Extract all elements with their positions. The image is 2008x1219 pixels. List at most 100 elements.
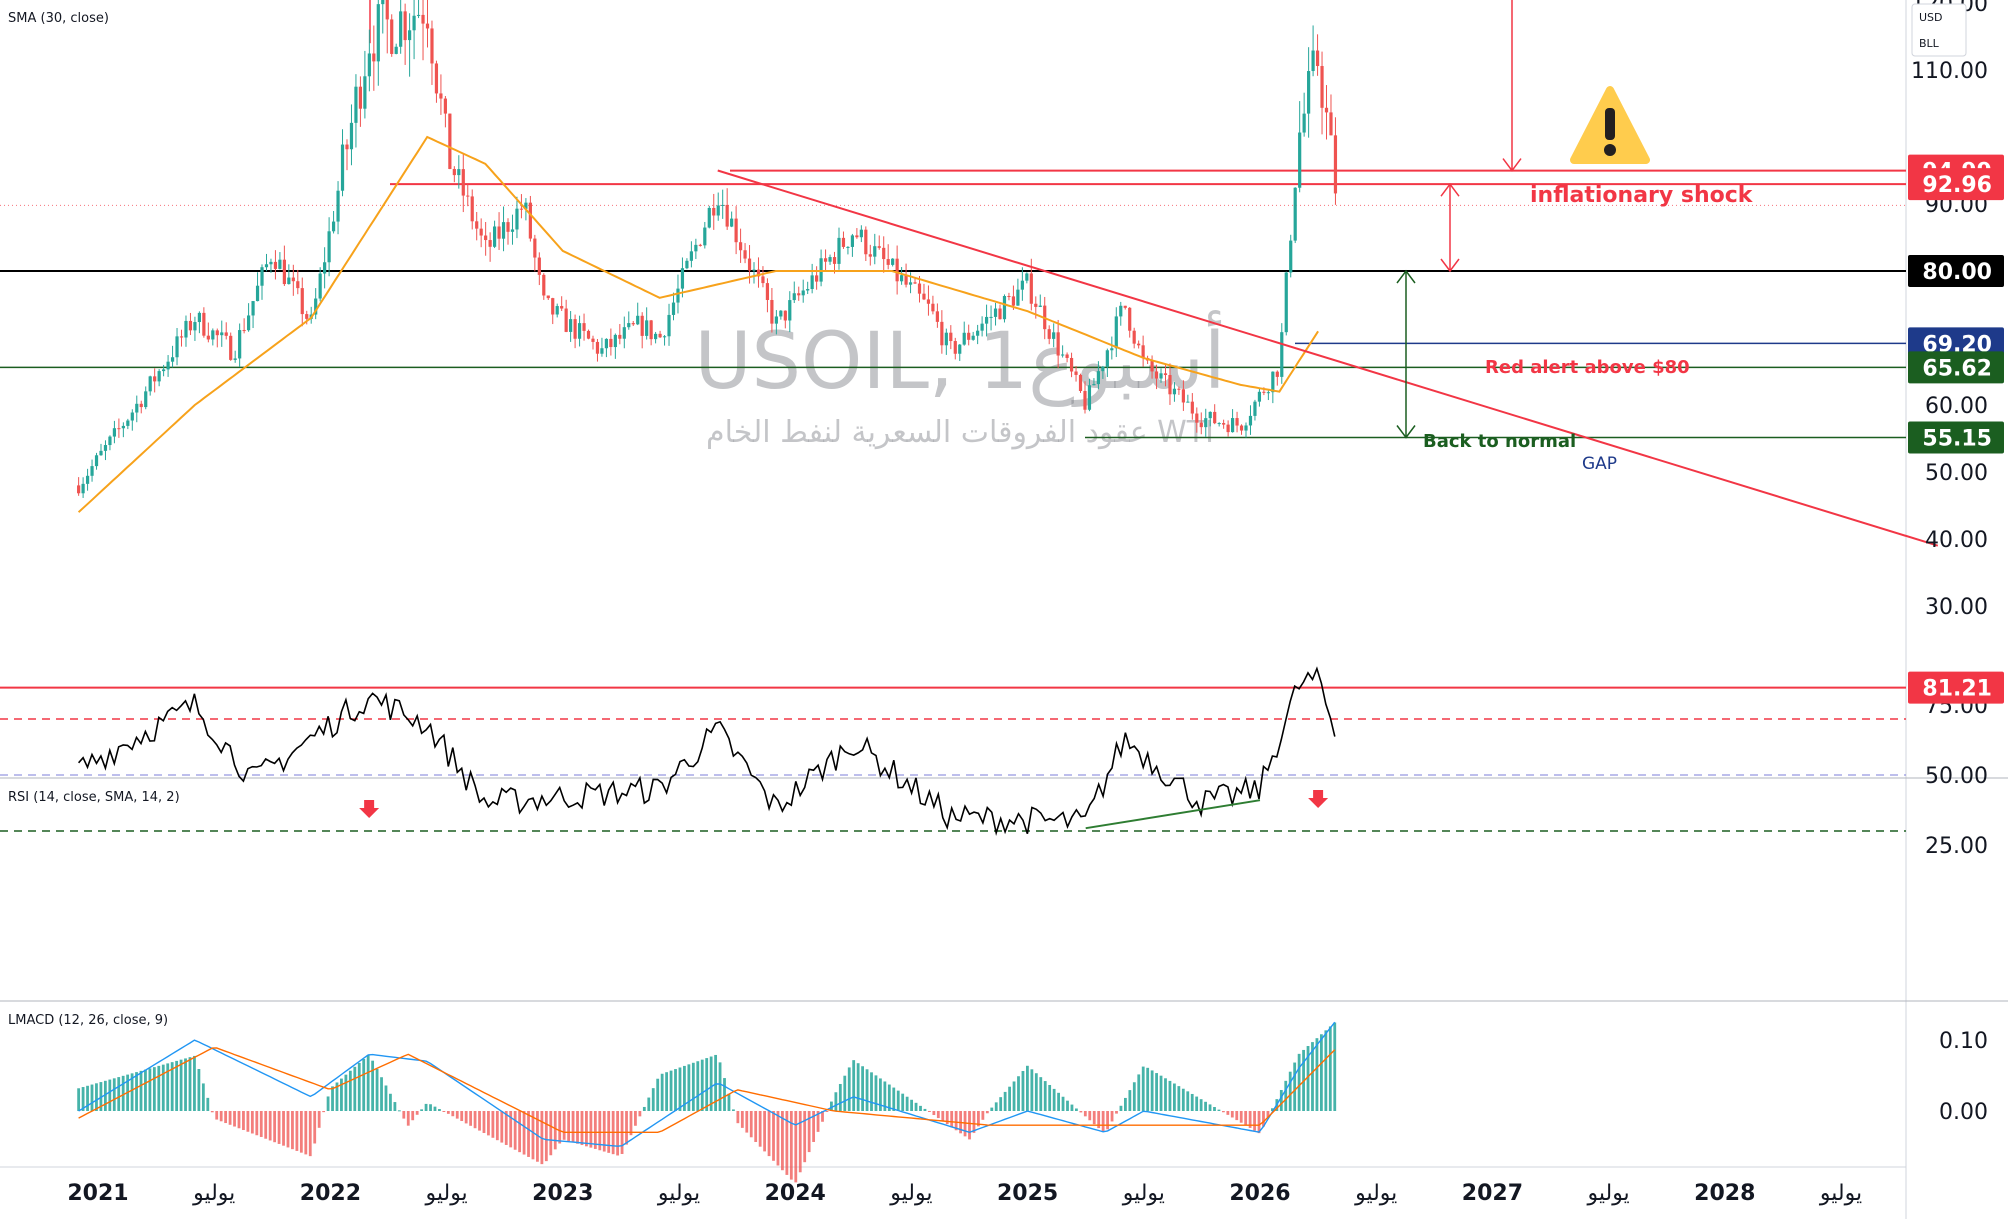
candle-body <box>721 204 725 206</box>
candle-body <box>1029 273 1033 304</box>
macd-histogram-bar <box>1070 1104 1074 1111</box>
macd-histogram-bar <box>1097 1111 1101 1129</box>
candle-body <box>815 275 819 282</box>
macd-histogram-bar <box>968 1111 971 1140</box>
time-axis-year: 2022 <box>300 1181 361 1206</box>
candle-body <box>859 229 863 238</box>
annotation-gap[interactable]: GAP <box>1582 454 1617 474</box>
macd-histogram-bar <box>1306 1046 1310 1111</box>
macd-histogram-bar <box>781 1111 784 1171</box>
candle-body <box>90 466 94 476</box>
candle-body <box>944 332 948 346</box>
candle-body <box>184 320 188 338</box>
macd-histogram-bar <box>1319 1034 1323 1111</box>
macd-histogram-bar <box>103 1080 107 1111</box>
macd-histogram-bar <box>1128 1090 1132 1111</box>
macd-histogram-bar <box>1150 1070 1154 1111</box>
candle-body <box>358 86 363 109</box>
time-axis-month: يوليو <box>1586 1181 1629 1206</box>
macd-histogram-bar <box>108 1079 112 1111</box>
candle-body <box>984 316 989 324</box>
macd-histogram-bar <box>531 1111 535 1160</box>
annotation-red-alert[interactable]: Red alert above $80 <box>1485 357 1690 378</box>
candle-body <box>868 254 872 257</box>
candle-body <box>542 274 546 296</box>
candle-body <box>443 98 447 114</box>
macd-histogram-bar <box>1164 1078 1167 1111</box>
macd-histogram-bar <box>1253 1111 1256 1131</box>
macd-histogram-bar <box>491 1111 495 1138</box>
macd-panel <box>77 1021 1337 1183</box>
macd-histogram-bar <box>905 1096 909 1111</box>
macd-histogram-bar <box>357 1062 361 1111</box>
candle-body <box>716 205 720 216</box>
price-marker-box <box>1908 351 2004 384</box>
macd-histogram-bar <box>856 1063 860 1111</box>
macd-histogram-bar <box>201 1083 205 1111</box>
candle-body <box>381 0 385 5</box>
candle-body <box>1262 391 1266 393</box>
macd-histogram-bar <box>90 1084 94 1111</box>
candle-body <box>671 302 676 315</box>
candle-body <box>528 202 532 239</box>
macd-histogram-bar <box>313 1111 317 1144</box>
candle-body <box>1230 418 1235 433</box>
candle-body <box>408 30 412 41</box>
macd-histogram-bar <box>1092 1111 1096 1125</box>
price-candles <box>77 0 1338 498</box>
candle-body <box>797 293 801 296</box>
candle-body <box>170 357 175 362</box>
macd-histogram-bar <box>887 1084 891 1111</box>
macd-histogram-bar <box>170 1062 174 1111</box>
candle-body <box>1177 388 1181 390</box>
macd-histogram-bar <box>852 1060 856 1111</box>
annotation-inflationary-shock[interactable]: inflationary shock <box>1530 183 1754 208</box>
annotation-back-to-normal[interactable]: Back to normal <box>1423 431 1576 452</box>
candle-body <box>586 330 591 339</box>
candle-body <box>336 190 340 222</box>
candle-body <box>475 221 479 229</box>
macd-histogram-bar <box>344 1074 348 1111</box>
candle-body <box>1128 307 1132 331</box>
macd-histogram-bar <box>553 1111 557 1150</box>
macd-histogram-bar <box>157 1065 161 1111</box>
price-marker-label: 92.96 <box>1922 173 1992 198</box>
macd-histogram-bar <box>340 1078 343 1111</box>
macd-histogram-bar <box>411 1111 415 1121</box>
trendline-descending <box>717 169 1939 547</box>
candle-body <box>519 208 524 210</box>
candle-body <box>837 237 841 264</box>
candle-body <box>645 320 649 336</box>
candle-body <box>730 218 734 227</box>
candle-body <box>1163 373 1168 376</box>
candle-body <box>1052 332 1056 339</box>
candle-body <box>1168 375 1172 395</box>
macd-histogram-bar <box>932 1111 936 1116</box>
macd-histogram-bar <box>99 1082 103 1111</box>
macd-histogram-bar <box>696 1061 700 1111</box>
candle-body <box>627 323 631 328</box>
candle-body <box>1257 391 1262 402</box>
candle-body <box>976 330 980 336</box>
candle-body <box>573 319 577 339</box>
sma-legend[interactable]: SMA (30, close) <box>8 11 109 26</box>
candle-body <box>774 316 778 324</box>
macd-histogram-bar <box>945 1111 949 1125</box>
candle-body <box>636 315 640 325</box>
macd-histogram-bar <box>914 1102 918 1111</box>
macd-histogram-bar <box>1057 1092 1060 1111</box>
macd-histogram-bar <box>936 1111 940 1119</box>
warning-icon <box>1570 86 1650 164</box>
currency-unit-box[interactable] <box>1911 3 1967 57</box>
rsi-legend[interactable]: RSI (14, close, SMA, 14, 2) <box>8 790 180 805</box>
macd-histogram-bar <box>789 1111 793 1180</box>
arrow-red-alert-head-top <box>1440 182 1460 197</box>
sma-path <box>77 135 1319 513</box>
macd-legend[interactable]: LMACD (12, 26, close, 9) <box>8 1013 168 1028</box>
macd-histogram-bar <box>509 1111 513 1148</box>
macd-histogram-bar <box>1199 1099 1203 1111</box>
candle-body <box>1226 424 1230 433</box>
macd-histogram-bar <box>723 1078 726 1111</box>
candle-body <box>81 483 85 494</box>
macd-histogram-bar <box>732 1109 735 1111</box>
